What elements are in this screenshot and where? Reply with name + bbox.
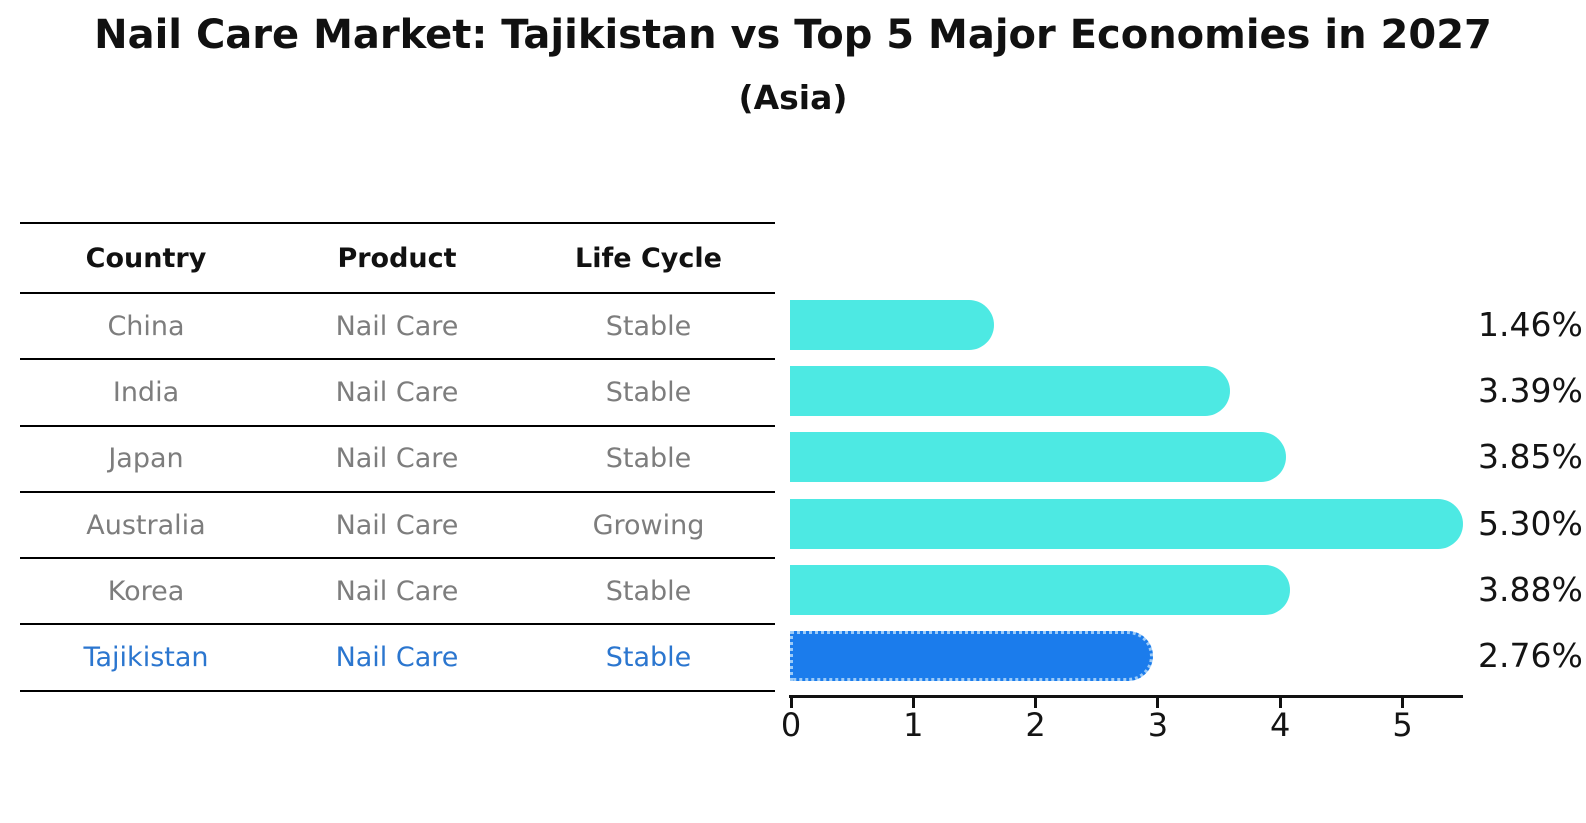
column-header-product: Product: [337, 242, 457, 274]
table-cell: Stable: [605, 575, 692, 607]
table-cell: Japan: [108, 443, 184, 475]
table-row: Korea Nail Care Stable: [20, 559, 775, 626]
value-label: 5.30%: [1478, 503, 1583, 543]
bar-tajikistan: [790, 631, 1153, 681]
x-axis-tick: [789, 697, 793, 708]
x-axis-tick: [1034, 697, 1038, 708]
table-cell: Stable: [605, 310, 692, 342]
chart-title: Nail Care Market: Tajikistan vs Top 5 Ma…: [94, 12, 1492, 58]
table-cell: Tajikistan: [83, 642, 209, 674]
table-cell: Stable: [605, 443, 692, 475]
data-table: Country Product Life Cycle China Nail Car…: [20, 222, 775, 692]
x-axis-tick: [1156, 697, 1160, 708]
value-label: 2.76%: [1478, 636, 1583, 675]
x-axis-tick: [911, 697, 915, 708]
x-axis-tick-label: 2: [1025, 706, 1046, 744]
x-axis-tick-label: 0: [780, 706, 802, 744]
value-label: 1.46%: [1478, 305, 1583, 344]
table-cell: Nail Care: [335, 642, 459, 674]
value-label: 3.85%: [1478, 437, 1583, 477]
table-cell: Nail Care: [335, 575, 459, 607]
column-header-life-cycle: Life Cycle: [575, 242, 722, 274]
value-label: 3.88%: [1478, 569, 1583, 609]
x-axis-tick-label: 4: [1270, 706, 1291, 744]
table-cell: Nail Care: [335, 443, 459, 475]
value-label: 3.39%: [1478, 371, 1583, 411]
bar-australia: [790, 498, 1463, 549]
table-row: India Nail Care Stable: [20, 360, 775, 427]
table-cell: Korea: [107, 575, 185, 607]
x-axis-tick: [1278, 697, 1282, 708]
x-axis-line: [789, 695, 1463, 698]
bar-india: [790, 366, 1230, 417]
x-axis-tick-label: 1: [903, 706, 924, 744]
x-axis-tick-label: 5: [1392, 706, 1413, 744]
x-axis-tick-label: 3: [1147, 706, 1169, 744]
column-header-country: Country: [85, 242, 207, 274]
table-cell: Stable: [605, 642, 692, 674]
bar-japan: [790, 432, 1286, 483]
table-header-row: Country Product Life Cycle: [20, 224, 775, 294]
table-row: Tajikistan Nail Care Stable: [20, 625, 775, 692]
bar-china: [790, 300, 994, 350]
table-cell: China: [107, 310, 185, 342]
table-cell: Nail Care: [335, 310, 459, 342]
bar-korea: [790, 564, 1290, 615]
table-cell: Australia: [86, 509, 206, 541]
table-row: Australia Nail Care Growing: [20, 493, 775, 560]
chart-subtitle: (Asia): [738, 78, 848, 117]
table-cell: India: [112, 376, 180, 408]
table-row: Japan Nail Care Stable: [20, 427, 775, 493]
table-cell: Stable: [605, 376, 692, 408]
table-body: China Nail Care Stable India Nail Care Stable…: [20, 294, 775, 692]
table-cell: Growing: [592, 509, 705, 541]
table-row: China Nail Care Stable: [20, 294, 775, 361]
table-cell: Nail Care: [335, 509, 459, 541]
x-axis-tick: [1401, 697, 1404, 708]
table-cell: Nail Care: [335, 376, 459, 408]
